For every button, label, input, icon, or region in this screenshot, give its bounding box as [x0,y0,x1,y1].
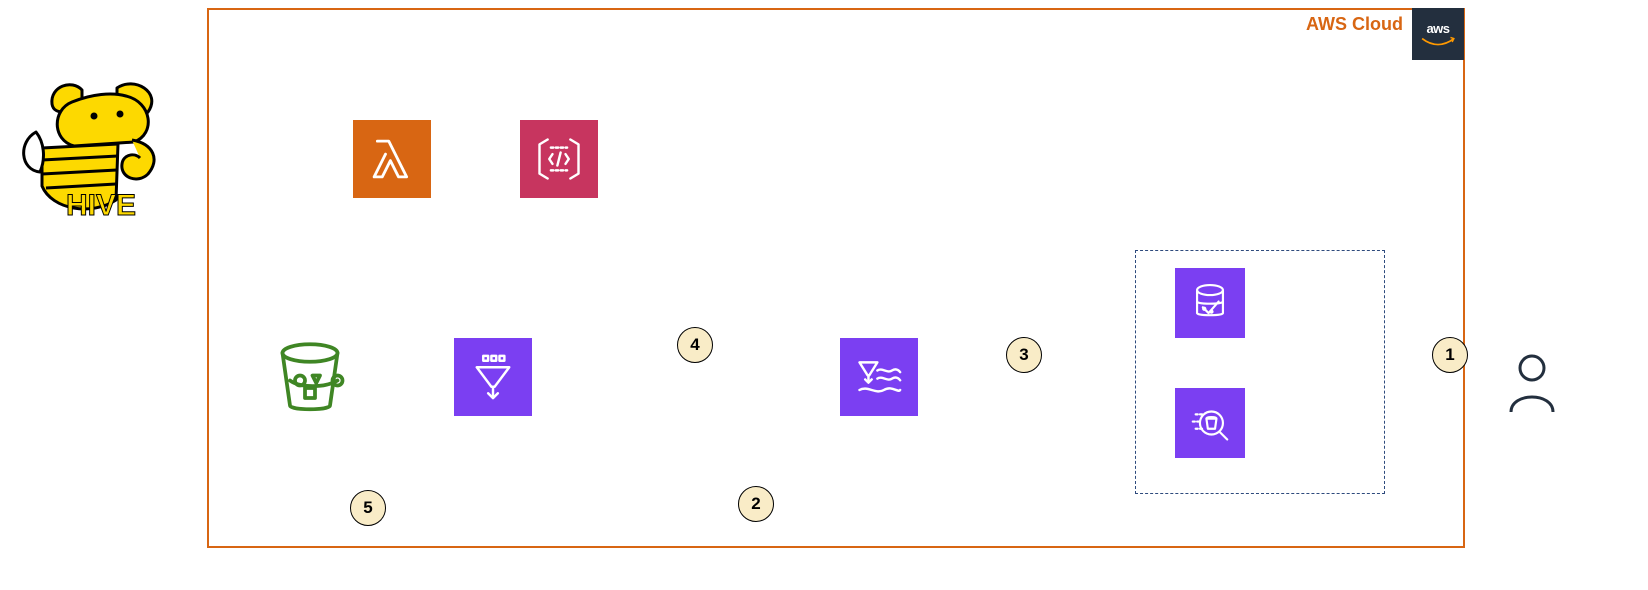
user [1505,352,1559,414]
data-catalog-icon [1187,280,1233,326]
hive-label: HIVE [66,189,136,223]
lake-formation-icon [853,351,905,403]
lake-formation-tile [840,338,918,416]
step-5-label: 5 [363,498,372,518]
step-3: 3 [1006,337,1042,373]
step-5: 5 [350,490,386,526]
step-4-label: 4 [690,335,699,355]
glue-etl-tile [454,338,532,416]
diagram-stage: AWS Cloud aws [0,0,1648,590]
s3-bucket [270,338,350,418]
athena-icon [1187,400,1233,446]
aws-smile-icon [1421,36,1455,48]
s3-bucket-icon [270,338,350,418]
api-gateway-icon [533,133,585,185]
step-4: 4 [677,327,713,363]
api-gateway-tile [520,120,598,198]
aws-logo-text: aws [1426,21,1449,36]
consumers-group-box [1135,250,1385,494]
aws-cloud-label: AWS Cloud [1306,14,1403,35]
step-2-label: 2 [751,494,760,514]
glue-data-catalog-tile [1175,268,1245,338]
user-icon [1505,352,1559,414]
aws-logo: aws [1412,8,1464,60]
step-3-label: 3 [1019,345,1028,365]
lambda-tile [353,120,431,198]
lambda-icon [366,133,418,185]
step-1: 1 [1432,337,1468,373]
step-2: 2 [738,486,774,522]
athena-tile [1175,388,1245,458]
step-1-label: 1 [1445,345,1454,365]
glue-etl-icon [467,351,519,403]
